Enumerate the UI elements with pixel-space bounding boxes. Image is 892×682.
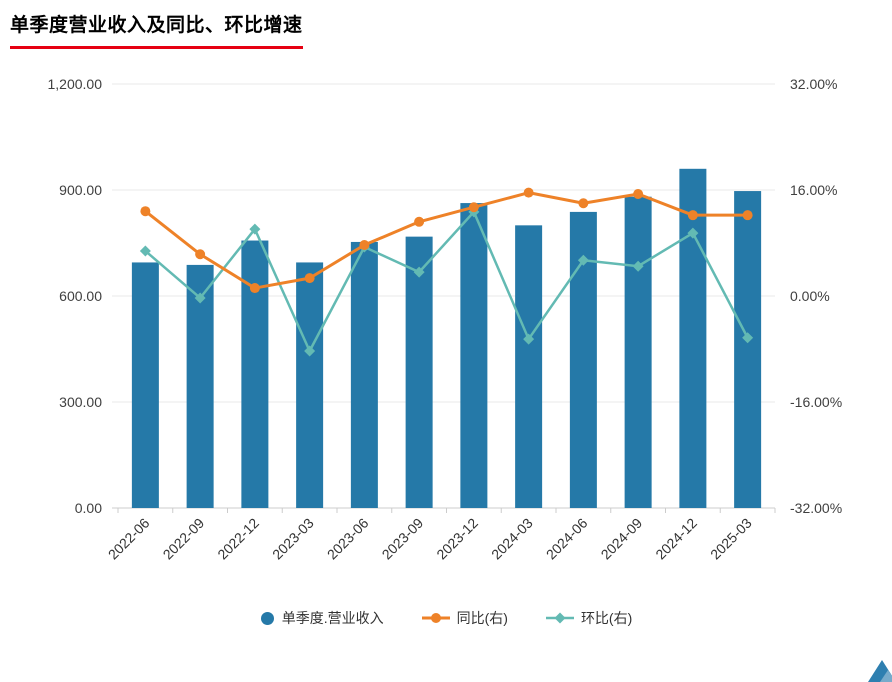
qoq-point[interactable] [687,227,699,239]
chart-canvas: 0.00 300.00 600.00 900.00 1,200.00 -32.00% -16… [48,76,843,563]
legend-item-revenue[interactable]: 单季度.营业收入 [260,608,384,628]
legend-label-revenue: 单季度.营业收入 [281,610,384,626]
left-axis-label: 900.00 [59,182,102,198]
legend-label-yoy: 同比(右) [456,610,508,626]
yoy-point[interactable] [249,283,260,294]
left-axis-label: 300.00 [59,394,102,410]
qoq-point[interactable] [304,345,316,357]
x-axis-label: 2022-12 [214,515,262,563]
qoq-point[interactable] [249,223,261,235]
x-axis-label: 2022-06 [105,515,153,563]
yoy-point[interactable] [359,239,370,250]
page-title: 单季度营业收入及同比、环比增速 [10,10,303,49]
legend: 单季度.营业收入 同比(右) 环比(右) [0,608,892,628]
revenue-bar[interactable] [515,225,543,509]
qoq-point[interactable] [523,333,535,345]
x-axis-label: 2023-06 [324,515,372,563]
x-axis-label: 2024-09 [598,515,646,563]
yoy-point[interactable] [578,198,589,209]
x-axis-label: 2024-12 [652,515,700,563]
revenue-bar[interactable] [405,236,433,508]
brand-logo [868,660,892,682]
qoq-point[interactable] [577,254,589,266]
right-axis-label: -32.00% [790,500,842,516]
revenue-bar[interactable] [734,191,762,508]
qoq-point[interactable] [413,266,425,278]
yoy-point[interactable] [468,202,479,213]
qoq-point[interactable] [139,245,151,257]
yoy-point[interactable] [742,210,753,221]
left-axis-label: 0.00 [75,500,102,516]
yoy-point[interactable] [687,210,698,221]
yoy-point[interactable] [195,249,206,260]
qoq-line [144,210,749,353]
revenue-bar[interactable] [350,241,378,508]
x-axis-label: 2023-12 [433,515,481,563]
left-axis-label: 600.00 [59,288,102,304]
right-axis-label: -16.00% [790,394,842,410]
revenue-bar[interactable] [131,262,159,508]
revenue-bar[interactable] [296,262,324,508]
yoy-point[interactable] [633,188,644,199]
qoq-point[interactable] [194,292,206,304]
left-axis-label: 1,200.00 [48,76,103,92]
qoq-point[interactable] [742,332,754,344]
bar-series-legend-icon [260,611,274,625]
legend-item-qoq[interactable]: 环比(右) [545,608,633,628]
yoy-line [143,191,750,290]
qoq-point[interactable] [632,260,644,272]
yoy-point[interactable] [523,187,534,198]
x-axis-label: 2025-03 [707,515,755,563]
legend-label-qoq: 环比(右) [580,610,633,626]
right-axis-label: 16.00% [790,182,837,198]
revenue-bar[interactable] [460,203,488,508]
yoy-point[interactable] [140,206,151,217]
revenue-bar[interactable] [624,196,652,509]
revenue-bar[interactable] [186,264,214,508]
qoq-series-legend-icon [545,612,574,624]
x-axis-label: 2024-03 [488,515,536,563]
yoy-point[interactable] [414,216,425,227]
revenue-bar[interactable] [679,168,707,509]
x-axis-label: 2023-03 [269,515,317,563]
x-axis-label: 2024-06 [543,515,591,563]
legend-item-yoy[interactable]: 同比(右) [421,608,508,628]
right-axis-label: 0.00% [790,288,830,304]
x-axis-label: 2023-09 [379,515,427,563]
right-axis-label: 32.00% [790,76,837,92]
x-axis-label: 2022-09 [160,515,208,563]
yoy-point[interactable] [304,273,315,284]
yoy-series-legend-icon [421,613,450,623]
chart-header: 单季度营业收入及同比、环比增速 [10,10,303,49]
